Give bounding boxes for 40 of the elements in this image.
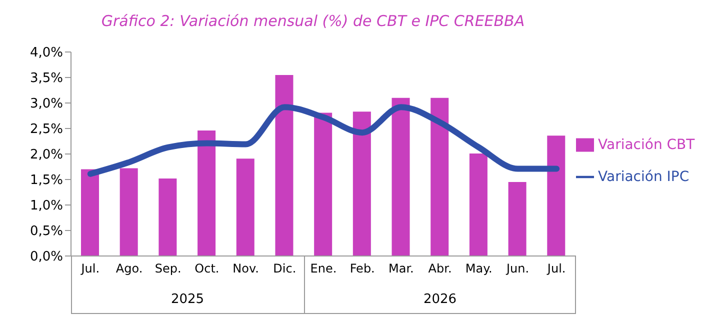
y-tick-label: 2,0% xyxy=(30,148,63,163)
x-tick-label: Abr. xyxy=(428,262,452,276)
x-tick-label: Mar. xyxy=(388,262,414,276)
text: 2025 xyxy=(170,292,206,307)
y-tick-label: 0,0% xyxy=(30,250,63,265)
y-tick-label: 2,5% xyxy=(30,122,63,138)
y-tick-label: 1,5% xyxy=(30,173,63,188)
x-tick-label: Ene. xyxy=(310,262,337,276)
x-tick-label: Jul. xyxy=(546,262,566,276)
x-tick-label: Jul. xyxy=(80,262,100,276)
x-tick-label: Jun. xyxy=(505,262,530,276)
bar xyxy=(430,98,449,256)
x-tick-label: Sep. xyxy=(154,262,182,276)
bar xyxy=(81,169,99,256)
x-tick-label: May. xyxy=(465,262,492,276)
bar xyxy=(547,136,566,256)
x-tick-label: Feb. xyxy=(350,262,375,276)
x-tick-label: Ago. xyxy=(116,262,143,276)
bar xyxy=(275,74,294,256)
x-tick-label: Nov. xyxy=(232,262,259,276)
bar xyxy=(198,130,216,256)
y-tick-label: 3,0% xyxy=(30,96,63,112)
bar xyxy=(158,178,177,256)
bar xyxy=(469,153,488,256)
y-tick-label: 0,5% xyxy=(30,224,63,240)
bar xyxy=(508,182,526,256)
bar xyxy=(352,112,371,256)
bar xyxy=(120,168,138,256)
text: 2026 xyxy=(422,292,458,307)
x-tick-label: Oct. xyxy=(194,262,220,276)
y-tick-label: 4,0% xyxy=(30,46,63,61)
bar xyxy=(392,98,410,256)
chart-title: Gráfico 2: Variación mensual (%) de CBT e IPC CREEBBA xyxy=(100,12,526,30)
legend-label: Variación IPC xyxy=(598,169,690,185)
y-tick-label: 1,0% xyxy=(30,198,63,214)
y-tick-label: 3,5% xyxy=(30,71,63,86)
bar xyxy=(236,158,254,256)
x-tick-label: Dic. xyxy=(273,262,296,276)
bar xyxy=(314,112,332,256)
legend-label: Variación CBT xyxy=(598,137,695,153)
